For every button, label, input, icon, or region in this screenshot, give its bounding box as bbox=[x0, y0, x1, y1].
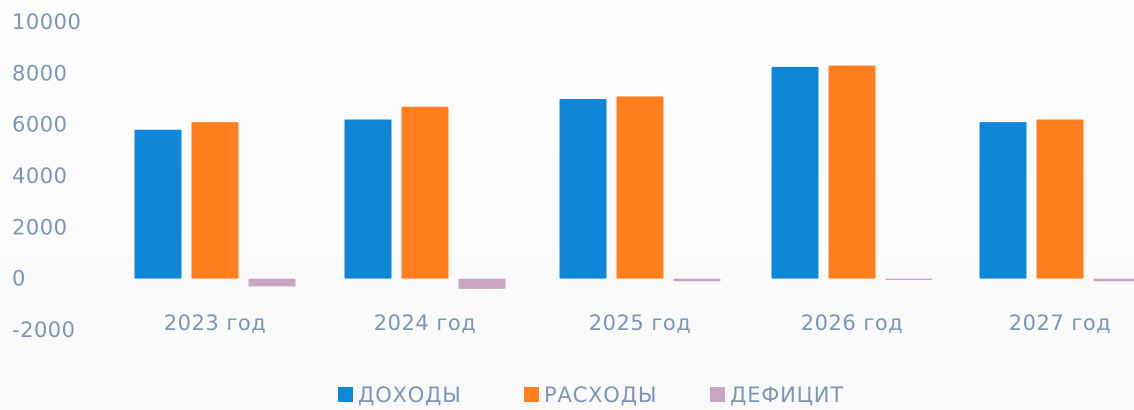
bar-expenses bbox=[1036, 119, 1084, 279]
x-category-label: 2023 год bbox=[164, 311, 267, 335]
x-category-label: 2026 год bbox=[801, 311, 904, 335]
legend-swatch bbox=[524, 387, 539, 402]
bar-deficit bbox=[673, 278, 721, 282]
bar-deficit bbox=[248, 278, 296, 287]
x-axis: 2023 год 2024 год 2025 год 2026 год 2027 год bbox=[164, 311, 1112, 335]
legend-item-expenses: РАСХОДЫ bbox=[524, 383, 657, 407]
bar-income bbox=[771, 66, 819, 279]
y-tick-label: 10000 bbox=[12, 10, 81, 34]
legend-item-income: ДОХОДЫ bbox=[338, 383, 462, 407]
y-tick-label: 2000 bbox=[12, 215, 67, 239]
legend-item-deficit: ДЕФИЦИТ bbox=[710, 383, 844, 407]
y-axis: 10000 8000 6000 4000 2000 0 -2000 bbox=[12, 10, 81, 342]
category-group bbox=[979, 119, 1134, 282]
category-group bbox=[771, 65, 933, 280]
bar-deficit bbox=[885, 278, 933, 280]
bar-expenses bbox=[828, 65, 876, 279]
y-tick-label: 0 bbox=[12, 267, 26, 291]
x-category-label: 2027 год bbox=[1009, 311, 1112, 335]
bar-deficit bbox=[1093, 278, 1134, 282]
y-tick-label: -2000 bbox=[12, 318, 76, 342]
y-tick-label: 8000 bbox=[12, 61, 67, 85]
category-group bbox=[134, 122, 296, 287]
x-category-label: 2025 год bbox=[589, 311, 692, 335]
bars-group bbox=[134, 65, 1134, 289]
bar-income bbox=[344, 119, 392, 279]
legend-swatch bbox=[338, 387, 353, 402]
legend-label: РАСХОДЫ bbox=[544, 383, 657, 407]
y-tick-label: 4000 bbox=[12, 164, 67, 188]
legend-label: ДЕФИЦИТ bbox=[730, 383, 844, 407]
bar-expenses bbox=[401, 106, 449, 279]
legend-swatch bbox=[710, 387, 725, 402]
bar-income bbox=[559, 99, 607, 279]
bar-income bbox=[979, 122, 1027, 279]
bar-expenses bbox=[191, 122, 239, 279]
bar-deficit bbox=[458, 278, 506, 289]
bar-income bbox=[134, 129, 182, 279]
y-tick-label: 6000 bbox=[12, 113, 67, 137]
category-group bbox=[559, 96, 721, 282]
bar-expenses bbox=[616, 96, 664, 279]
category-group bbox=[344, 106, 506, 289]
legend: ДОХОДЫ РАСХОДЫ ДЕФИЦИТ bbox=[338, 383, 844, 407]
x-category-label: 2024 год bbox=[374, 311, 477, 335]
legend-label: ДОХОДЫ bbox=[358, 383, 462, 407]
